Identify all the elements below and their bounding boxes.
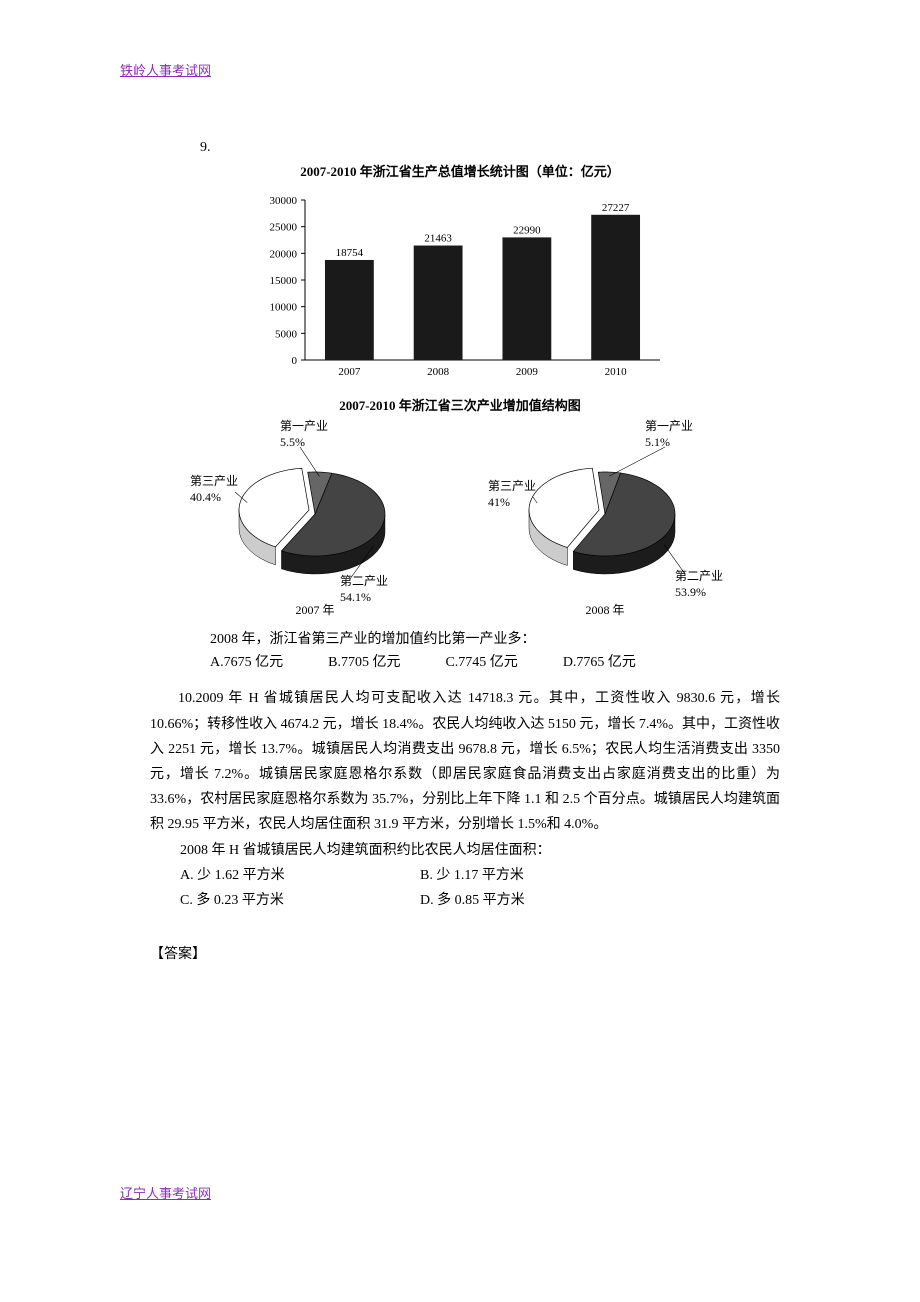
svg-text:27227: 27227 [602, 202, 630, 214]
option-d: D. 多 0.85 平方米 [420, 888, 660, 913]
bottom-link[interactable]: 辽宁人事考试网 [120, 1183, 211, 1202]
bar-chart-title: 2007-2010 年浙江省生产总值增长统计图（单位：亿元） [120, 161, 800, 180]
svg-text:21463: 21463 [424, 233, 452, 245]
pie-charts-container: 第一产业5.5% 第二产业54.1% 第三产业40.4% 2007 年 第一产业… [120, 419, 800, 619]
svg-text:20000: 20000 [270, 248, 298, 260]
pie-2008: 第一产业5.1% 第二产业53.9% 第三产业41% 2008 年 [480, 419, 730, 619]
option-c: C. 多 0.23 平方米 [180, 888, 420, 913]
svg-text:15000: 15000 [270, 275, 298, 287]
pie-label-secondary: 第二产业53.9% [675, 569, 723, 600]
option-a: A. 少 1.62 平方米 [180, 863, 420, 888]
svg-text:5000: 5000 [275, 328, 298, 340]
svg-text:2007: 2007 [338, 366, 361, 378]
pie-label-tertiary: 第三产业40.4% [190, 474, 238, 505]
question-9-options: A.7675 亿元 B.7705 亿元 C.7745 亿元 D.7765 亿元 [210, 651, 800, 671]
svg-text:30000: 30000 [270, 195, 298, 207]
option-c: C.7745 亿元 [445, 651, 517, 671]
svg-text:18754: 18754 [336, 247, 364, 259]
question-10-text: 2008 年 H 省城镇居民人均建筑面积约比农民人均居住面积： [180, 838, 800, 863]
question-10-paragraph: 10.2009 年 H 省城镇居民人均可支配收入达 14718.3 元。其中，工… [150, 686, 780, 837]
pie-chart-title: 2007-2010 年浙江省三次产业增加值结构图 [120, 395, 800, 414]
pie-label-secondary: 第二产业54.1% [340, 574, 388, 605]
pie-label-tertiary: 第三产业41% [488, 479, 536, 510]
option-a: A.7675 亿元 [210, 651, 283, 671]
question-9-number: 9. [200, 140, 800, 156]
pie-2007: 第一产业5.5% 第二产业54.1% 第三产业40.4% 2007 年 [190, 419, 440, 619]
svg-text:2009: 2009 [516, 366, 539, 378]
svg-text:2010: 2010 [605, 366, 628, 378]
top-link[interactable]: 铁岭人事考试网 [120, 63, 211, 78]
question-10-options: A. 少 1.62 平方米 B. 少 1.17 平方米 C. 多 0.23 平方… [180, 863, 800, 913]
page: 铁岭人事考试网 9. 2007-2010 年浙江省生产总值增长统计图（单位：亿元… [0, 0, 920, 1302]
question-9-text: 2008 年，浙江省第三产业的增加值约比第一产业多： [210, 629, 800, 651]
pie-label-primary: 第一产业5.1% [645, 419, 693, 450]
pie-label-primary: 第一产业5.5% [280, 419, 328, 450]
option-b: B. 少 1.17 平方米 [420, 863, 660, 888]
answer-label: 【答案】 [150, 943, 800, 963]
option-d: D.7765 亿元 [563, 651, 636, 671]
svg-text:2008: 2008 [427, 366, 450, 378]
svg-text:22990: 22990 [513, 224, 541, 236]
svg-text:10000: 10000 [270, 302, 298, 314]
bar-chart: 0 5000 10000 15000 20000 25000 30000 18754 2007 2… [250, 185, 670, 385]
svg-text:25000: 25000 [270, 222, 298, 234]
svg-text:0: 0 [292, 355, 298, 367]
option-b: B.7705 亿元 [328, 651, 400, 671]
